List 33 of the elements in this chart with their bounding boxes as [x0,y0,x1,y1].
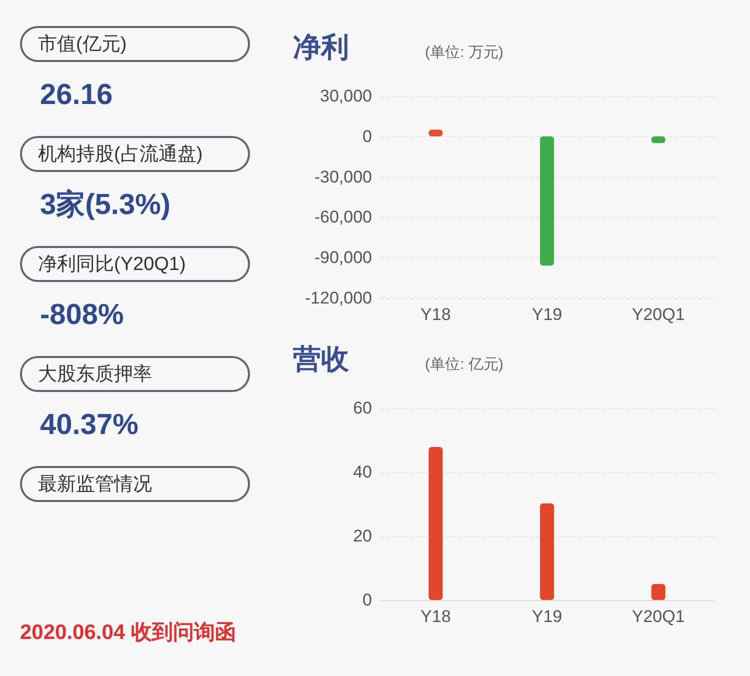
text: 3家(5.3%) [39,188,172,223]
x-tick-label: Y18 [420,305,451,324]
y-tick-label: -30,000 [314,167,372,186]
text: 40.37% [39,408,140,442]
x-tick-label: Y19 [532,305,562,324]
x-tick-label: Y20Q1 [632,305,685,324]
y-tick-label: 30,000 [320,86,372,106]
text: 机构持股(占流通盘) [20,136,250,172]
text: 大股东质押率 [20,356,250,392]
text: 市值(亿元) [20,26,250,62]
text: 净利同比(Y20Q1) [20,246,250,282]
x-tick-label: Y19 [532,607,562,626]
y-tick-label: -60,000 [314,208,372,227]
chart-title: 净利 [293,32,349,62]
y-tick-label: 0 [362,126,372,146]
y-tick-label: 60 [353,398,372,418]
chart-title: 营收 [292,344,350,374]
chart-subtitle: (单位: 万元) [425,44,504,61]
bar [540,503,554,600]
y-tick-label: 20 [353,526,372,546]
y-tick-label: 40 [353,462,372,482]
text: 2020.06.04 收到问询函 [20,620,236,646]
y-tick-label: -90,000 [314,248,372,268]
bar [651,584,666,600]
bar [428,447,443,600]
text: -808% [39,298,125,332]
x-tick-label: Y18 [420,607,451,626]
text: 最新监管情况 [20,466,250,502]
x-tick-label: Y20Q1 [632,607,685,626]
text: 26.16 [39,78,114,112]
y-tick-label: -120,000 [304,288,372,308]
chart-subtitle: (单位: 亿元) [425,356,504,373]
y-tick-label: 0 [362,590,372,610]
